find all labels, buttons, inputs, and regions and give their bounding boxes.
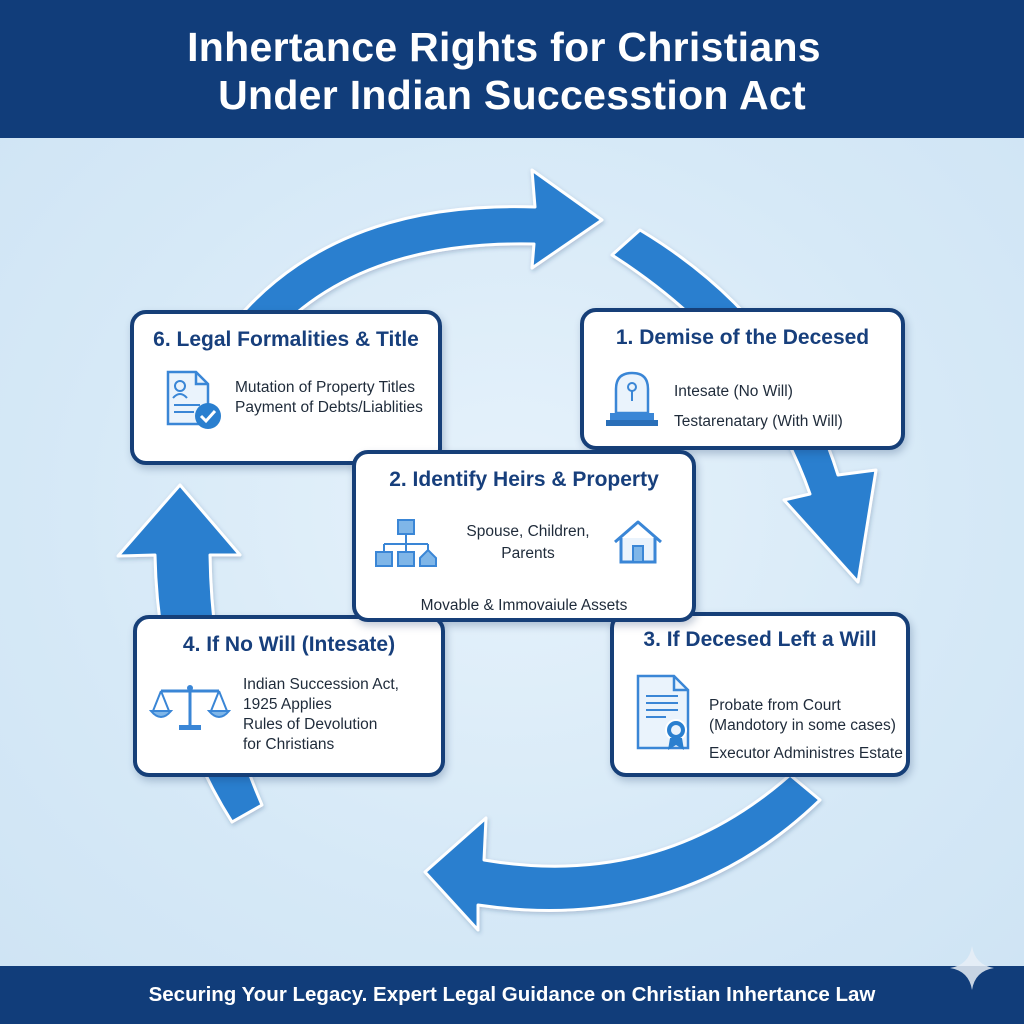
step4-line-3: Rules of Devolution: [243, 716, 378, 733]
step1-line-2: Testarenatary (With Will): [674, 413, 843, 430]
step4-line-1: Indian Succession Act,: [243, 676, 399, 693]
arrow-top: [226, 168, 604, 350]
step6-line-2: Payment of Debts/Liablities: [235, 399, 423, 416]
header-banner: Inhertance Rights for Christians Under I…: [0, 0, 1024, 138]
family-tree-icon: [375, 519, 437, 567]
step3-line-2: (Mandotory in some cases): [709, 717, 896, 734]
title-line-1: Inhertance Rights for Christians: [187, 24, 821, 70]
step6-title: 6. Legal Formalities & Title: [153, 328, 419, 351]
step1-line-1: Intesate (No Will): [674, 383, 793, 400]
step2-assets: Movable & Immovaiule Assets: [420, 597, 628, 614]
house-icon: [614, 520, 662, 564]
step3-line-3: Executor Administres Estate: [709, 745, 903, 762]
document-check-icon: [166, 370, 221, 429]
step3-title: 3. If Decesed Left a Will: [643, 628, 877, 651]
step2-title: 2. Identify Heirs & Property: [389, 468, 659, 491]
step6-line-1: Mutation of Property Titles: [235, 379, 416, 396]
certificate-document-icon: [636, 674, 690, 750]
step2-heirs-line-1: Spouse, Children,: [466, 523, 590, 540]
step1-box: 1. Demise of the Decesed Intesate (No Wi…: [580, 308, 905, 450]
step4-title: 4. If No Will (Intesate): [182, 633, 396, 656]
step4-box: 4. If No Will (Intesate) Indian Successi…: [133, 615, 445, 777]
step4-line-4: for Christians: [243, 736, 335, 753]
step3-line-1: Probate from Court: [709, 697, 841, 714]
step3-box: 3. If Decesed Left a Will Probate from C…: [610, 612, 910, 777]
step6-box: 6. Legal Formalities & Title Mutation of…: [130, 310, 442, 465]
step2-box: 2. Identify Heirs & Property Spouse, Chi…: [352, 450, 696, 622]
tombstone-icon: [606, 371, 658, 426]
arrow-bottom: [423, 773, 822, 932]
footer-text: Securing Your Legacy. Expert Legal Guida…: [148, 983, 876, 1006]
step4-line-2: 1925 Applies: [243, 696, 332, 713]
footer-banner: Securing Your Legacy. Expert Legal Guida…: [0, 966, 1024, 1024]
step2-heirs-line-2: Parents: [501, 545, 555, 562]
sparkle-icon: [950, 946, 994, 990]
scales-of-justice-icon: [149, 685, 231, 730]
title-line-2: Under Indian Successtion Act: [218, 72, 806, 118]
step1-title: 1. Demise of the Decesed: [615, 326, 870, 349]
